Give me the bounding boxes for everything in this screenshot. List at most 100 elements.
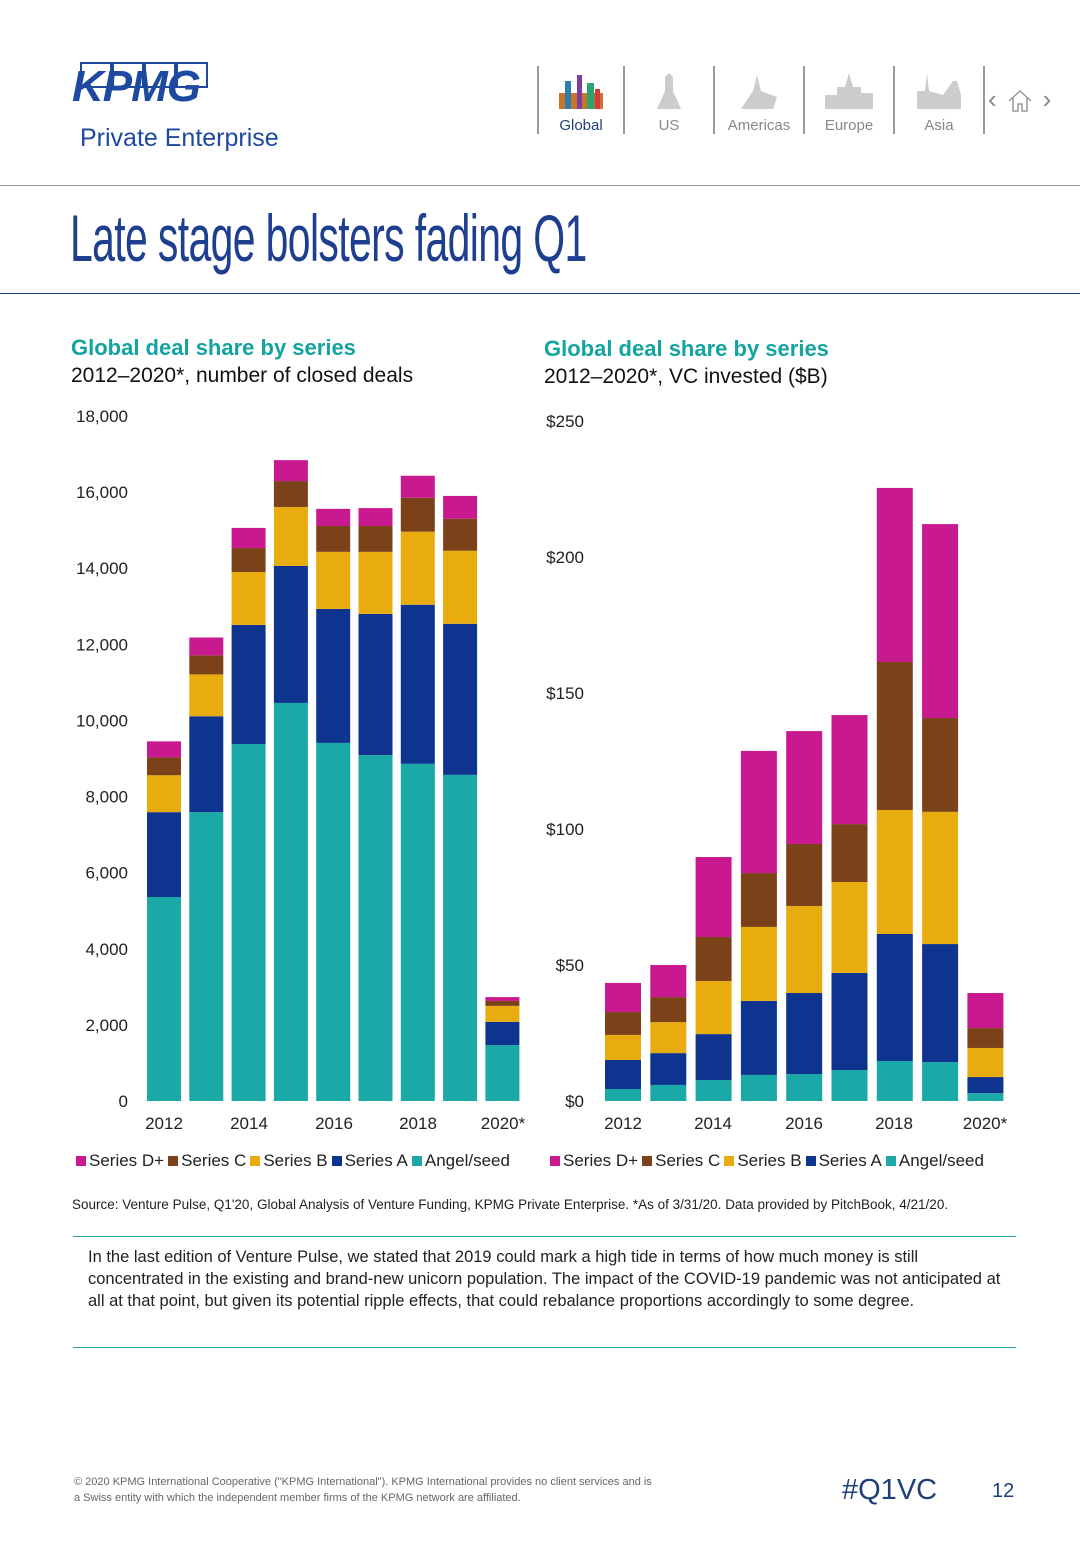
bar-segment-series-c-2014 <box>231 548 266 573</box>
bar-segment-series-d--2018 <box>876 487 913 662</box>
y-tick-label: 10,000 <box>76 711 128 730</box>
legend-swatch <box>642 1156 653 1166</box>
bar-segment-series-a-2012 <box>147 812 181 898</box>
bar-segment-series-c-2016 <box>316 525 351 552</box>
legend-label: Angel/seed <box>898 1151 984 1170</box>
bar-segment-series-c-2020 <box>967 1028 1004 1048</box>
us-skyline-icon <box>657 73 681 109</box>
bar-segment-series-c-2016 <box>786 843 823 906</box>
x-tick-label: 2020* <box>963 1114 1008 1133</box>
bar-segment-series-b-2015 <box>273 506 308 566</box>
bar-segment-series-c-2017 <box>358 525 393 552</box>
y-tick-label: $200 <box>546 548 584 567</box>
bar-segment-angel-seed-2015 <box>273 702 308 1101</box>
bar-segment-angel-seed-2013 <box>189 812 224 1101</box>
legend-item: Series C <box>168 1151 246 1171</box>
bar-segment-series-d--2015 <box>273 460 308 482</box>
y-tick-label: 8,000 <box>85 788 128 807</box>
y-tick-label: 18,000 <box>76 407 128 426</box>
y-tick-label: 14,000 <box>76 559 128 578</box>
bar-segment-series-b-2016 <box>786 905 823 994</box>
bar-segment-series-c-2017 <box>831 824 868 883</box>
y-tick-label: $0 <box>565 1092 584 1111</box>
bar-segment-angel-seed-2018 <box>400 763 435 1101</box>
nav-asia[interactable]: Asia <box>893 66 985 134</box>
bar-segment-series-b-2018 <box>400 531 435 605</box>
right-chart-subtitle: 2012–2020*, VC invested ($B) <box>544 365 828 388</box>
bar-segment-series-c-2020 <box>485 1000 520 1006</box>
bar-segment-angel-seed-2015 <box>740 1074 777 1101</box>
bar-segment-angel-seed-2012 <box>605 1089 641 1101</box>
y-tick-label: $50 <box>556 956 584 975</box>
bar-segment-series-b-2019 <box>443 550 478 624</box>
bar-segment-series-b-2013 <box>650 1022 687 1054</box>
legend-label: Series D+ <box>89 1151 165 1170</box>
kpmg-logo-boxes <box>80 62 208 88</box>
legend-label: Series B <box>737 1151 802 1170</box>
bar-segment-series-a-2018 <box>400 604 435 764</box>
nav-global[interactable]: Global <box>537 66 623 134</box>
y-tick-label: 12,000 <box>76 635 128 654</box>
bar-segment-series-a-2014 <box>231 624 266 745</box>
logo-subtitle: Private Enterprise <box>80 124 279 152</box>
commentary-box: In the last edition of Venture Pulse, we… <box>73 1236 1016 1348</box>
x-tick-label: 2018 <box>399 1114 437 1133</box>
bar-segment-series-a-2016 <box>786 993 823 1075</box>
bar-segment-angel-seed-2018 <box>876 1061 913 1101</box>
copyright-footer: © 2020 KPMG International Cooperative ("… <box>74 1476 652 1504</box>
bar-segment-angel-seed-2014 <box>231 744 266 1101</box>
left-chart-subtitle: 2012–2020*, number of closed deals <box>71 364 414 387</box>
charts-canvas: 0 2,000 4,000 6,000 8,000 10,000 12,000 14,000 1… <box>76 407 1008 1133</box>
bar-segment-series-a-2019 <box>922 944 959 1063</box>
legend-label: Series A <box>344 1151 408 1170</box>
bar-segment-series-b-2020 <box>967 1047 1004 1078</box>
bar-segment-series-c-2013 <box>189 655 224 675</box>
nav-label: Global <box>559 117 603 134</box>
global-skyline-icon <box>559 75 603 109</box>
nav-label: Americas <box>727 117 791 134</box>
nav-americas[interactable]: Americas <box>713 66 803 134</box>
bar-segment-series-a-2017 <box>358 613 393 756</box>
x-tick-label: 2012 <box>604 1114 642 1133</box>
title-divider <box>0 293 1080 294</box>
nav-us[interactable]: US <box>623 66 713 134</box>
bar-segment-series-b-2012 <box>147 775 181 813</box>
bar-segment-series-a-2019 <box>443 623 478 775</box>
legend-item: Series A <box>805 1151 882 1171</box>
x-tick-label: 2014 <box>694 1114 732 1133</box>
bar-segment-series-c-2013 <box>650 997 687 1023</box>
bar-segment-series-a-2015 <box>740 1000 777 1075</box>
bar-segment-angel-seed-2012 <box>147 897 181 1101</box>
x-tick-label: 2018 <box>875 1114 913 1133</box>
chevron-left-icon[interactable]: ‹ <box>988 84 997 114</box>
right-chart-title: Global deal share by series <box>544 336 829 361</box>
legend-swatch <box>168 1156 179 1166</box>
bar-segment-series-d--2017 <box>831 715 868 825</box>
legend-swatch <box>550 1156 560 1166</box>
bar-segment-angel-seed-2020 <box>967 1093 1004 1101</box>
bar-segment-series-a-2016 <box>316 608 351 743</box>
commentary-text: In the last edition of Venture Pulse, we… <box>88 1248 1001 1310</box>
left-chart-title: Global deal share by series <box>71 335 356 360</box>
legend-item: Series C <box>642 1151 720 1171</box>
bar-segment-series-a-2013 <box>189 716 224 813</box>
x-tick-label: 2020* <box>481 1114 526 1133</box>
bar-segment-series-a-2018 <box>876 933 913 1062</box>
bar-segment-series-b-2012 <box>605 1034 641 1060</box>
chevron-right-icon[interactable]: › <box>1042 84 1052 114</box>
bar-segment-series-d--2015 <box>740 750 777 874</box>
legend-swatch <box>724 1156 735 1166</box>
bar-segment-series-a-2020 <box>485 1021 520 1046</box>
bar-segment-angel-seed-2019 <box>443 774 478 1101</box>
legend-label: Series A <box>818 1151 882 1170</box>
bar-segment-series-c-2019 <box>443 518 478 551</box>
bar-segment-series-c-2014 <box>695 936 732 982</box>
bar-segment-angel-seed-2020 <box>485 1045 520 1101</box>
home-icon[interactable] <box>1007 88 1033 114</box>
bar-segment-series-a-2015 <box>273 565 308 703</box>
bar-segment-series-b-2014 <box>695 981 732 1035</box>
nav-europe[interactable]: Europe <box>803 66 893 134</box>
y-tick-label: 0 <box>119 1092 128 1111</box>
bar-segment-series-a-2013 <box>650 1053 687 1085</box>
